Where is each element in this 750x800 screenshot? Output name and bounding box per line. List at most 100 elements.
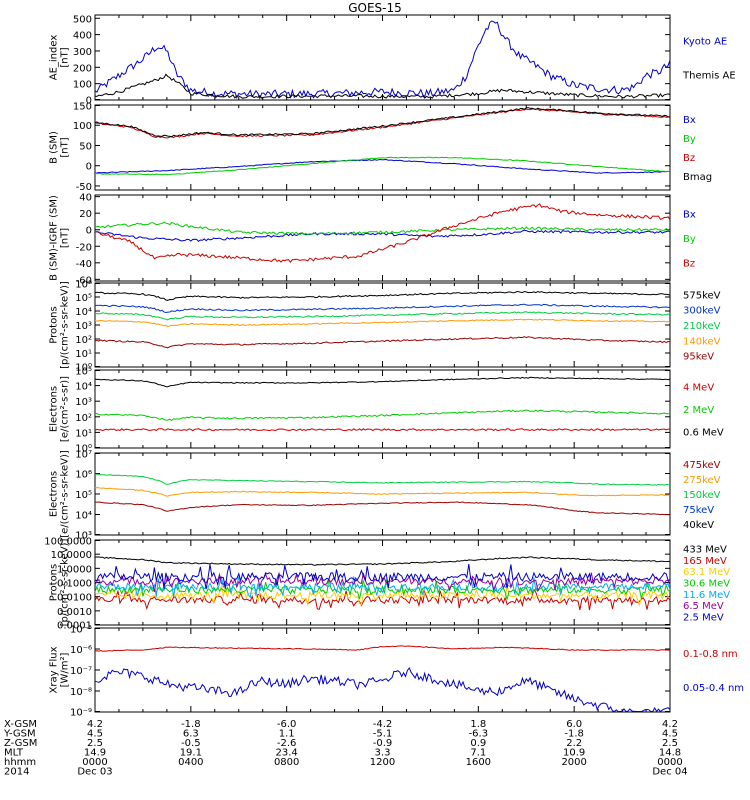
time-row-value: -5.1 <box>373 729 393 740</box>
legend-label: 0.6 MeV <box>683 427 724 438</box>
series-line-433-mev <box>94 556 671 566</box>
time-row-value: 0000 <box>657 757 682 768</box>
y-tick-label: 10² <box>75 335 92 346</box>
y-tick-label: 0.1000 <box>57 579 92 590</box>
y-tick-label: 10⁰ <box>75 363 92 374</box>
legend-label: Bz <box>683 259 695 270</box>
y-axis-label: Xray Flux[W/m²] <box>49 646 71 693</box>
legend-label: 11.6 MeV <box>683 590 730 601</box>
plot-title: GOES-15 <box>348 1 402 15</box>
time-row-label: Y-GSM <box>3 729 36 740</box>
time-row-value: -4.2 <box>373 719 393 730</box>
y-tick-label: 1.0000 <box>57 564 92 575</box>
time-row-value: 4.5 <box>87 729 103 740</box>
y-tick-label: 10⁴ <box>75 307 92 318</box>
time-row-value: 10.9 <box>563 748 585 759</box>
series-line-bz <box>94 203 671 264</box>
y-tick-label: 150 <box>73 102 92 113</box>
time-row-value: 0000 <box>82 757 107 768</box>
panel-frame <box>94 104 671 191</box>
series-line-bmag <box>94 107 670 138</box>
time-row-value: 6.0 <box>566 719 582 730</box>
time-row-value: Dec 03 <box>77 767 112 778</box>
legend-label: 30.6 MeV <box>683 579 730 590</box>
legend-label: Bmag <box>683 172 712 183</box>
time-row-value: 0.9 <box>470 738 486 749</box>
time-row-value: 2.5 <box>662 738 678 749</box>
time-row-label: X-GSM <box>4 719 37 730</box>
legend-label: 150keV <box>683 490 721 501</box>
series-line-63-1-mev <box>94 585 671 607</box>
time-row-value: -1.8 <box>564 729 584 740</box>
legend-label: Kyoto AE <box>683 37 727 48</box>
y-tick-label: 10³ <box>75 397 92 408</box>
series-line-95kev <box>94 336 671 349</box>
time-row-value: 2000 <box>561 757 586 768</box>
y-tick-label: 100 <box>73 121 92 132</box>
time-row-value: 0400 <box>178 757 203 768</box>
legend-label: Themis AE <box>682 71 736 82</box>
series-line-bx <box>95 158 671 174</box>
panel-1: -50 0 50 100 150 B (SM)[nT] Bx By Bz Bmag <box>49 102 713 193</box>
time-row-value: 19.1 <box>180 748 202 759</box>
y-axis-label: Electrons[e/(cm²-s-sr-keV)] <box>49 450 71 538</box>
legend-label: 0.05-0.4 nm <box>683 683 744 694</box>
y-tick-label: 10⁶ <box>75 470 92 481</box>
legend-label: 475keV <box>683 460 721 471</box>
y-tick-label: 10⁻⁵ <box>70 625 92 636</box>
panel-5: 10³ 10⁴ 10⁵ 10⁶ 10⁷ Electrons[e/(cm²-s-sr-keV… <box>49 450 721 542</box>
series-line-140kev <box>94 318 671 328</box>
time-row-value: 4.5 <box>662 729 678 740</box>
y-tick-label: 300 <box>73 47 92 58</box>
legend-label: 300keV <box>683 306 721 317</box>
series-line-30-6-mev <box>94 579 671 600</box>
y-tick-label: 10³ <box>75 531 92 542</box>
y-tick-label: 10⁶ <box>75 280 92 291</box>
panel-frame <box>94 627 671 713</box>
legend-label: 210keV <box>683 321 721 332</box>
legend-label: 433 MeV <box>683 545 727 556</box>
panel-frame <box>94 14 671 101</box>
y-tick-label: 10⁴ <box>75 511 92 522</box>
panel-7: 10⁻⁹ 10⁻⁸ 10⁻⁷ 10⁻⁶ 10⁻⁵ Xray Flux[W/m²] 0.1-0… <box>49 625 745 719</box>
y-tick-label: 10⁰ <box>75 444 92 455</box>
y-tick-label: 20 <box>79 209 92 220</box>
y-axis-label: Electrons[e/(cm²-s-sr)] <box>49 376 71 442</box>
y-tick-label: -20 <box>76 242 92 253</box>
y-tick-label: 200 <box>73 63 92 74</box>
y-tick-label: 500 <box>73 14 92 25</box>
time-row-label: hhmm <box>4 757 36 768</box>
legend-label: Bx <box>683 115 696 126</box>
panel-3: 10⁰ 10¹ 10² 10³ 10⁴ 10⁵ 10⁶ Protons[p/(cm²-s-sr… <box>49 280 721 374</box>
y-tick-label: -40 <box>76 259 92 270</box>
legend-label: Bz <box>683 153 695 164</box>
time-row-value: -6.3 <box>469 729 489 740</box>
y-tick-label: 0.0100 <box>57 593 92 604</box>
series-line-275kev <box>94 487 671 497</box>
legend-label: 165 MeV <box>683 556 727 567</box>
y-tick-label: 400 <box>73 31 92 42</box>
legend-label: 6.5 MeV <box>683 601 724 612</box>
y-axis-label: B (SM)-IGRF (SM)[nT] <box>49 195 71 281</box>
series-line-2-5-mev <box>94 564 671 590</box>
series-line-210kev <box>94 311 671 321</box>
y-tick-label: 40 <box>79 193 92 204</box>
time-row-value: 14.9 <box>84 748 106 759</box>
legend-label: 75keV <box>683 505 714 516</box>
series-line-2-mev <box>94 409 671 422</box>
y-axis-label: Protons[p/(cm²-s-sr-keV)] <box>49 281 71 369</box>
y-tick-label: 0.0001 <box>57 621 92 632</box>
y-tick-label: 10⁻⁸ <box>70 687 92 698</box>
time-row-value: 3.3 <box>375 748 391 759</box>
time-row-value: 23.4 <box>276 748 298 759</box>
time-row-value: 1600 <box>466 757 491 768</box>
y-tick-label: 0 <box>86 226 92 237</box>
panel-2: -60 -40 -20 0 20 40 B (SM)-IGRF (SM)[nT] Bx By Bz <box>49 193 696 287</box>
y-tick-label: -50 <box>76 182 92 193</box>
series-line-165-mev <box>94 588 671 611</box>
series-line-by <box>94 156 671 176</box>
y-tick-label: 10⁵ <box>75 367 92 378</box>
time-row-value: 1200 <box>370 757 395 768</box>
series-line-bz <box>94 108 671 139</box>
